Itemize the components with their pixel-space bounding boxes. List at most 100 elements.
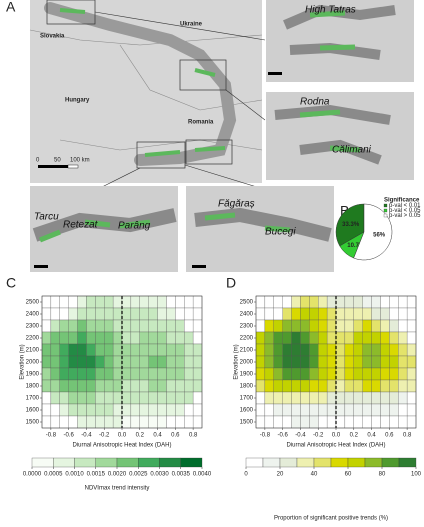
heat-cell — [148, 403, 158, 417]
colorbar-tick-label: 0.0025 — [129, 472, 148, 478]
heat-cell — [68, 415, 78, 429]
heat-cell — [130, 355, 140, 369]
heat-cell — [264, 319, 274, 333]
heat-cell — [104, 355, 114, 369]
heat-cell — [121, 367, 132, 381]
heat-cell — [130, 307, 140, 321]
y-tick-label: 1800 — [240, 384, 254, 390]
heat-cell — [130, 367, 140, 381]
colorbar-tick-label: 0.0010 — [65, 472, 84, 478]
y-tick-label: 2500 — [240, 300, 254, 306]
map-label: Romania — [188, 120, 214, 126]
legend-label: p-val < 0.05 — [389, 208, 421, 214]
heat-cell — [362, 307, 372, 321]
heat-cell — [104, 403, 114, 417]
heat-cell — [273, 295, 283, 309]
heat-cell — [309, 415, 319, 429]
heat-cell — [157, 415, 167, 429]
scale-label: 50 — [54, 158, 61, 164]
panel-label: D — [226, 275, 236, 291]
heat-cell — [353, 391, 363, 405]
heat-cell — [121, 391, 132, 405]
heat-cell — [68, 319, 78, 333]
heat-cell — [192, 307, 203, 321]
heat-cell — [112, 355, 123, 369]
heat-cell — [273, 319, 283, 333]
colorbar-tick-label: 80 — [379, 472, 386, 478]
heat-cell — [139, 415, 149, 429]
x-tick-label: -0.2 — [313, 433, 324, 439]
heat-cell — [300, 367, 310, 381]
heat-cell — [41, 415, 52, 429]
heat-cell — [353, 367, 363, 381]
heat-cell — [77, 403, 87, 417]
heat-cell — [77, 379, 87, 393]
heat-cell — [175, 367, 185, 381]
heat-cell — [121, 319, 132, 333]
heat-cell — [50, 415, 60, 429]
heat-cell — [273, 331, 283, 345]
heat-cell — [50, 331, 60, 345]
heat-cell — [309, 367, 319, 381]
heat-cell — [41, 307, 52, 321]
heat-cell — [77, 355, 87, 369]
scale-bar — [38, 165, 68, 168]
heat-cell — [166, 355, 176, 369]
heat-cell — [50, 391, 60, 405]
heat-cell — [371, 307, 381, 321]
heat-cell — [50, 367, 60, 381]
heat-cell — [406, 307, 417, 321]
y-tick-label: 1600 — [26, 408, 40, 414]
heat-cell — [86, 343, 96, 357]
heat-cell — [41, 331, 52, 345]
heat-cell — [148, 415, 158, 429]
heat-cell — [175, 415, 185, 429]
map-label: Hungary — [65, 98, 90, 104]
heat-cell — [175, 319, 185, 333]
colorbar-segment — [296, 457, 315, 468]
heat-cell — [255, 307, 266, 321]
heat-cell — [398, 415, 408, 429]
heat-cell — [148, 379, 158, 393]
heat-cell — [192, 355, 203, 369]
colorbar-segment — [347, 457, 366, 468]
heat-cell — [398, 295, 408, 309]
heat-cell — [255, 367, 266, 381]
heat-cell — [300, 355, 310, 369]
x-axis-label: Diurnal Anisotropic Heat Index (DAH) — [72, 443, 171, 449]
heat-cell — [318, 355, 328, 369]
heat-cell — [291, 307, 301, 321]
x-tick-label: 0.4 — [367, 433, 376, 439]
heat-cell — [68, 403, 78, 417]
x-tick-label: 0.0 — [332, 433, 341, 439]
scale-label: 0 — [36, 158, 40, 164]
heat-cell — [389, 367, 399, 381]
heat-cell — [353, 331, 363, 345]
heat-cell — [353, 307, 363, 321]
heat-cell — [389, 319, 399, 333]
heat-cell — [309, 295, 319, 309]
heat-cell — [166, 415, 176, 429]
heat-cell — [41, 403, 52, 417]
scale-bar — [268, 72, 282, 75]
heat-cell — [398, 403, 408, 417]
heat-cell — [68, 295, 78, 309]
heat-cell — [77, 307, 87, 321]
x-tick-label: -0.2 — [99, 433, 110, 439]
heat-cell — [309, 331, 319, 345]
heat-cell — [326, 307, 337, 321]
heat-cell — [139, 343, 149, 357]
colorbar-segment — [116, 457, 139, 468]
pie-slice — [335, 203, 365, 247]
heat-cell — [353, 355, 363, 369]
colorbar-tick-label: 0.0030 — [150, 472, 169, 478]
y-axis-label: Elevation (m) — [20, 344, 26, 379]
heat-cell — [148, 307, 158, 321]
panel-label: A — [6, 0, 16, 15]
heat-cell — [282, 391, 292, 405]
heat-cell — [380, 355, 390, 369]
heat-cell — [68, 379, 78, 393]
heat-cell — [139, 307, 149, 321]
heat-cell — [282, 403, 292, 417]
heat-cell — [192, 415, 203, 429]
